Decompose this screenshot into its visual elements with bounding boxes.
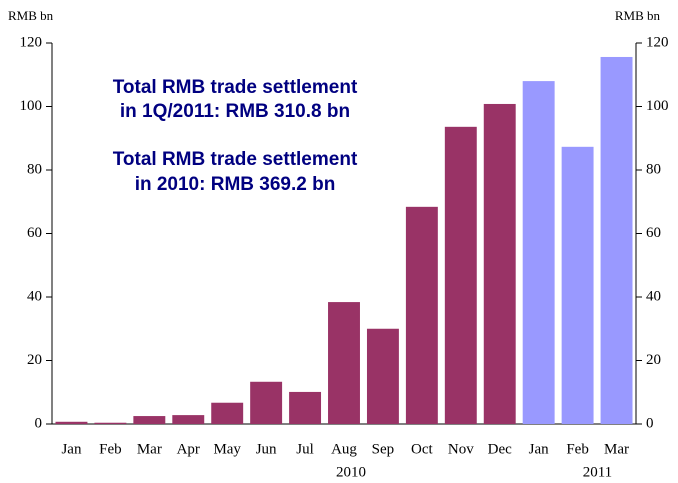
y2-tick-label: 20	[646, 352, 661, 368]
bar	[444, 126, 477, 424]
bar	[328, 302, 360, 424]
y2-tick-label: 60	[646, 225, 661, 241]
x-tick-label: Oct	[411, 441, 433, 457]
y-tick-label: 40	[27, 288, 42, 304]
annotation: Total RMB trade settlement	[113, 149, 358, 170]
y2-tick-label: 80	[646, 161, 661, 177]
bar	[289, 391, 322, 424]
group-label: 2011	[583, 464, 612, 480]
bar	[483, 103, 516, 425]
x-tick-label: Mar	[604, 441, 629, 457]
y-tick-label: 60	[27, 225, 42, 241]
y2-tick-label: 0	[646, 415, 654, 431]
x-tick-label: Feb	[566, 441, 589, 457]
y-tick-label: 100	[20, 98, 43, 114]
y2-tick-label: 120	[646, 34, 669, 50]
bar	[522, 81, 555, 424]
y-tick-label: 20	[27, 352, 42, 368]
bar	[250, 381, 283, 424]
x-tick-label: Dec	[488, 441, 512, 457]
x-tick-label: Jul	[296, 441, 314, 457]
x-tick-label: Nov	[448, 441, 474, 457]
bar	[561, 146, 594, 424]
bar	[133, 416, 166, 424]
x-tick-label: Jun	[256, 441, 277, 457]
annotation: Total RMB trade settlement	[113, 77, 358, 98]
bar	[172, 415, 205, 424]
y2-axis-label: RMB bn	[615, 8, 661, 23]
x-tick-label: Mar	[137, 441, 162, 457]
y-tick-label: 0	[35, 415, 43, 431]
annotation: in 1Q/2011: RMB 310.8 bn	[120, 101, 350, 122]
x-tick-label: Jan	[529, 441, 549, 457]
x-tick-label: May	[213, 441, 241, 457]
bar	[366, 328, 399, 424]
y-tick-label: 120	[20, 34, 43, 50]
y-axis-label: RMB bn	[8, 8, 54, 23]
x-tick-label: Aug	[331, 441, 357, 457]
y2-tick-label: 40	[646, 288, 661, 304]
bar	[55, 421, 88, 424]
bar	[405, 206, 438, 424]
y-tick-label: 80	[27, 161, 42, 177]
group-label: 2010	[336, 464, 366, 480]
x-tick-label: Apr	[177, 441, 200, 457]
x-tick-label: Feb	[99, 441, 122, 457]
x-tick-label: Sep	[372, 441, 395, 457]
bar	[600, 56, 633, 424]
annotation: in 2010: RMB 369.2 bn	[135, 174, 336, 195]
bar	[94, 422, 127, 424]
y2-tick-label: 100	[646, 98, 669, 114]
bar	[211, 402, 244, 424]
x-tick-label: Jan	[61, 441, 81, 457]
